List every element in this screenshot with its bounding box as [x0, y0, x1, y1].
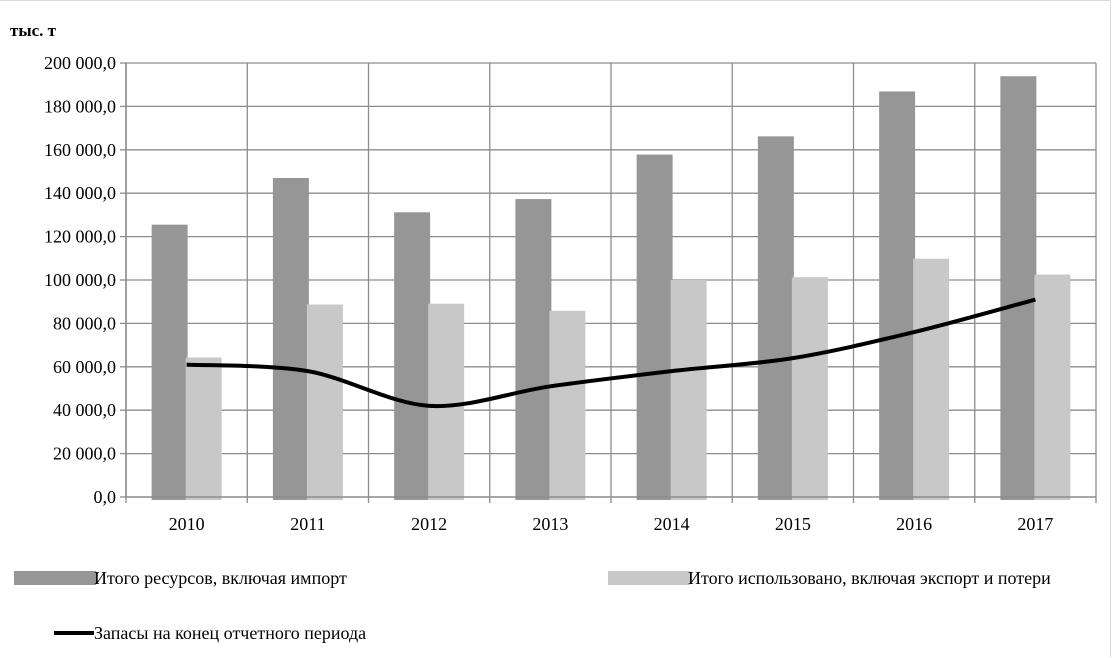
x-tick-label: 2012 [411, 514, 447, 534]
bar-base [757, 497, 794, 500]
bar-base [879, 497, 916, 500]
bar [549, 310, 586, 497]
bar-base [151, 497, 188, 500]
bar-base [1000, 497, 1037, 500]
y-tick-label: 100 000,0 [44, 270, 116, 290]
bar [879, 91, 916, 497]
x-tick-label: 2011 [290, 514, 325, 534]
x-tick-label: 2013 [532, 514, 568, 534]
y-tick-label: 40 000,0 [53, 400, 116, 420]
y-tick-label: 180 000,0 [44, 96, 116, 116]
bar-base [272, 497, 309, 500]
axes [120, 62, 1096, 498]
y-tick-label: 80 000,0 [53, 313, 116, 333]
legend-label: Запасы на конец отчетного периода [94, 623, 366, 643]
legend: Итого ресурсов, включая импорт Итого испо… [14, 568, 1051, 643]
x-tick-label: 2014 [654, 514, 690, 534]
bar [306, 304, 343, 497]
y-tick-label: 200 000,0 [44, 53, 116, 73]
tick-labels: 0,0 20 000,0 40 000,0 60 000,0 80 000,0 100 0… [44, 53, 1053, 534]
bar-base [185, 497, 222, 500]
bar-base [515, 497, 552, 500]
bar [272, 178, 309, 497]
bar [1000, 76, 1037, 497]
bar [670, 280, 707, 497]
legend-label: Итого использовано, включая экспорт и по… [688, 568, 1051, 588]
bar [515, 199, 552, 497]
x-tick-label: 2015 [775, 514, 811, 534]
x-tick-label: 2010 [169, 514, 205, 534]
x-tick-label: 2016 [896, 514, 932, 534]
bar-base [306, 497, 343, 500]
stock-line [186, 297, 1036, 409]
bar [151, 224, 188, 498]
y-tick-label: 60 000,0 [53, 357, 116, 377]
bar-base [791, 497, 828, 500]
bar-base [428, 497, 465, 500]
bar-base [1034, 497, 1071, 500]
grid-lines [125, 62, 1097, 503]
y-tick-label: 0,0 [94, 487, 117, 507]
y-tick-label: 140 000,0 [44, 183, 116, 203]
x-tick-label: 2017 [1017, 514, 1053, 534]
y-tick-label: 20 000,0 [53, 444, 116, 464]
bar [185, 357, 222, 497]
bar [636, 154, 673, 497]
bar-base [394, 497, 431, 500]
bars [151, 76, 1071, 500]
y-tick-label: 120 000,0 [44, 227, 116, 247]
bar [1034, 274, 1071, 497]
bar-base [636, 497, 673, 500]
bar [791, 277, 828, 497]
y-axis-unit-label: тыс. т [10, 21, 57, 40]
bar-base [670, 497, 707, 500]
legend-swatch [608, 571, 690, 585]
bar [394, 212, 431, 497]
bar [913, 258, 950, 497]
bar [757, 136, 794, 497]
y-tick-label: 160 000,0 [44, 140, 116, 160]
bar-base [549, 497, 586, 500]
legend-swatch [14, 571, 96, 585]
legend-label: Итого ресурсов, включая импорт [94, 568, 347, 588]
series-line [186, 297, 1036, 409]
bar-base [913, 497, 950, 500]
bar [428, 303, 465, 497]
